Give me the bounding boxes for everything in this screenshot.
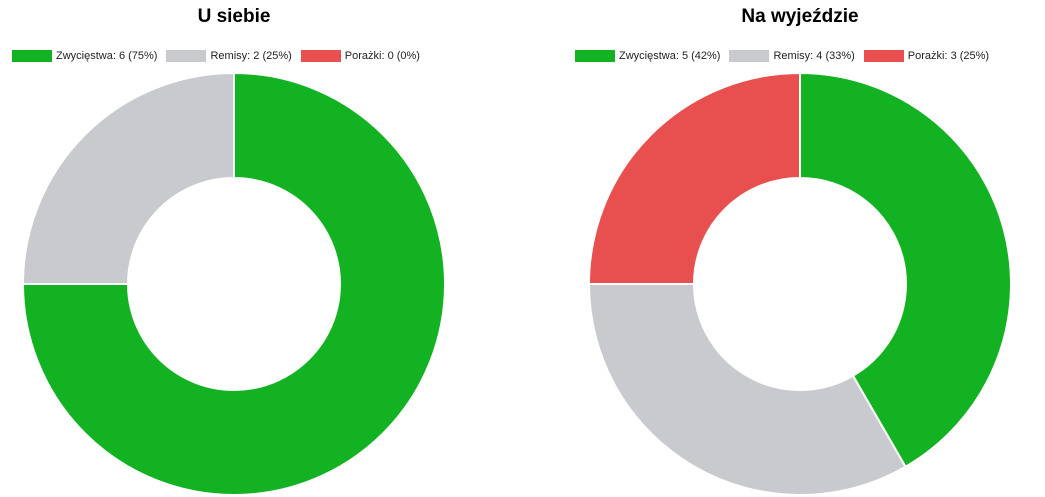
slice-draws[interactable] — [21, 71, 235, 285]
legend-label-wins: Zwycięstwa: 5 (42%) — [619, 50, 721, 62]
legend-swatch-losses — [863, 50, 904, 62]
slice-draws[interactable] — [587, 283, 907, 496]
legend-label-losses: Porażki: 0 (0%) — [344, 50, 420, 62]
chart-title: U siebie — [197, 6, 271, 27]
legend-label-losses: Porażki: 3 (25%) — [907, 50, 990, 62]
slice-wins[interactable] — [799, 71, 1012, 469]
legend-label-wins: Zwycięstwa: 6 (75%) — [56, 50, 158, 62]
legend-item-wins[interactable]: Zwycięstwa: 5 (42%) — [575, 50, 720, 62]
legend-swatch-draws — [166, 50, 207, 62]
legend-swatch-losses — [300, 50, 341, 62]
legend-label-draws: Remisy: 4 (33%) — [773, 50, 855, 62]
legend-label-draws: Remisy: 2 (25%) — [210, 50, 292, 62]
home-chart-panel: U siebie Zwycięstwa: 6 (75%) Remisy: 2 (… — [0, 0, 522, 497]
legend-item-draws[interactable]: Remisy: 4 (33%) — [729, 50, 855, 62]
legend-swatch-draws — [729, 50, 770, 62]
donut-chart — [587, 71, 1012, 496]
legend-item-losses[interactable]: Porażki: 3 (25%) — [863, 50, 990, 62]
chart-title: Na wyjeździe — [741, 6, 859, 27]
slice-losses[interactable] — [587, 71, 801, 285]
chart-legend: Zwycięstwa: 5 (42%) Remisy: 4 (33%) Pora… — [575, 48, 998, 64]
legend-swatch-wins — [575, 50, 615, 62]
legend-item-losses[interactable]: Porażki: 0 (0%) — [300, 50, 420, 62]
chart-legend: Zwycięstwa: 6 (75%) Remisy: 2 (25%) Pora… — [12, 48, 429, 64]
legend-item-wins[interactable]: Zwycięstwa: 6 (75%) — [12, 50, 157, 62]
away-chart-panel: Na wyjeździe Zwycięstwa: 5 (42%) Remisy:… — [566, 0, 1045, 497]
slice-wins[interactable] — [21, 71, 446, 496]
legend-item-draws[interactable]: Remisy: 2 (25%) — [166, 50, 292, 62]
legend-swatch-wins — [12, 50, 52, 62]
donut-chart — [21, 71, 446, 496]
